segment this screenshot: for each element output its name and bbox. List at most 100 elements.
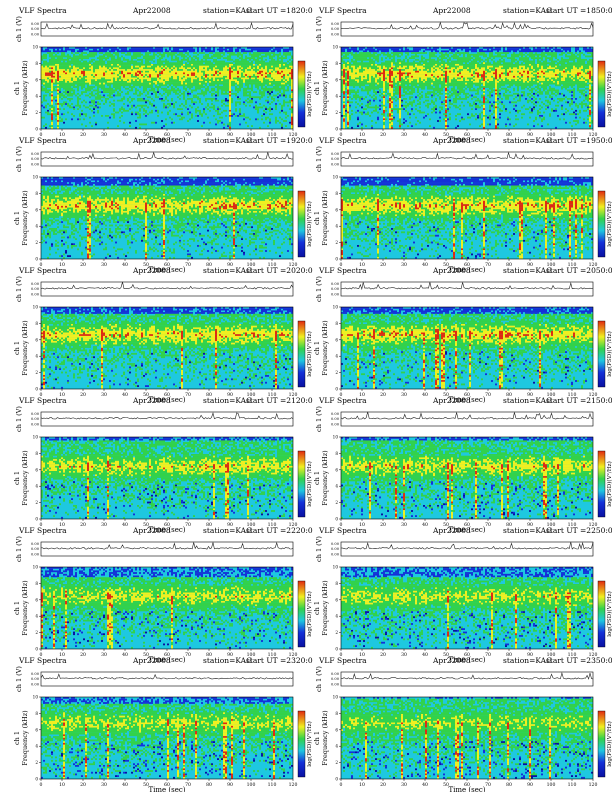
spectrogram-cell [115, 89, 117, 92]
spectrogram-cell [249, 118, 251, 121]
spectrogram-cell [259, 62, 261, 65]
spectrogram-cell [177, 48, 179, 51]
spectrogram-cell [59, 87, 61, 90]
spectrogram-cell [157, 91, 159, 93]
spectrogram-cell [271, 70, 273, 73]
spectrogram-cell [57, 96, 59, 99]
spectrogram-cell [113, 104, 115, 107]
spectrogram-cell [211, 81, 213, 83]
spectrogram-cell [285, 67, 287, 70]
spectrogram-cell [275, 84, 277, 87]
spectrogram-cell [163, 65, 165, 68]
spectrogram-cell [549, 48, 551, 51]
spectrogram-cell [469, 48, 471, 51]
spectrogram-cell [201, 89, 203, 92]
spectrogram-cell [191, 86, 193, 88]
spectrogram-cell [261, 106, 263, 109]
spectrogram-cell [357, 64, 359, 66]
spectrogram-cell [155, 69, 157, 71]
spectrogram-cell [163, 79, 165, 82]
spectrogram-cell [169, 75, 171, 78]
spectrogram-cell [175, 52, 177, 54]
spectrogram-cell [121, 65, 123, 68]
spectrogram-cell [215, 70, 217, 73]
spectrogram-cell [207, 64, 209, 66]
spectrogram-cell [83, 70, 85, 73]
spectrogram-cell [123, 96, 125, 99]
spectrogram-cell [469, 58, 471, 61]
spectrogram-cell [259, 126, 261, 129]
spectrogram-cell [267, 91, 269, 93]
spectrogram-cell [483, 67, 485, 70]
spectrogram-cell [425, 47, 427, 49]
spectrogram-cell [61, 79, 63, 82]
spectrogram-cell [511, 64, 513, 66]
x-tick-label: 60 [164, 132, 170, 138]
spectrogram-cell [573, 64, 575, 66]
spectrogram-cell [563, 65, 565, 68]
spectrogram-cell [57, 48, 59, 51]
spectrogram-cell [365, 67, 367, 70]
spectrogram-cell [473, 47, 475, 49]
spectrogram-cell [247, 125, 249, 127]
spectrogram-cell [271, 69, 273, 71]
spectrogram-cell [517, 67, 519, 70]
spectrogram-cell [493, 57, 495, 59]
spectrogram-cell [209, 106, 211, 109]
spectrogram-cell [439, 65, 441, 68]
y-tick-label: 0 [35, 127, 38, 132]
spectrogram-cell [139, 50, 141, 53]
spectrogram-cell [221, 82, 223, 85]
spectrogram-cell [221, 48, 223, 51]
spectrogram-cell [153, 65, 155, 68]
spectrogram-cell [167, 62, 169, 65]
spectrogram-cell [269, 47, 271, 49]
spectrogram-cell [73, 79, 75, 82]
spectrogram-cell [187, 113, 189, 116]
spectrogram-cell [577, 47, 579, 49]
spectrogram-cell [59, 55, 61, 58]
spectrogram-cell [263, 109, 265, 112]
spectrogram-cell [103, 47, 105, 49]
spectrogram-cell [527, 60, 529, 63]
spectrogram-cell [93, 79, 95, 82]
spectrogram-cell [433, 48, 435, 51]
spectrogram-cell [109, 101, 111, 104]
spectrogram-cell [119, 94, 121, 97]
spectrogram-cell [89, 64, 91, 66]
spectrogram-cell [73, 108, 75, 110]
spectrogram-cell [243, 101, 245, 104]
spectrogram-cell [87, 94, 89, 97]
spectrogram-cell [111, 103, 113, 105]
spectrogram-cell [161, 126, 163, 129]
spectrogram-cell [131, 75, 133, 78]
spectrogram-cell [95, 64, 97, 66]
spectrogram-cell [119, 109, 121, 112]
spectrogram-cell [367, 58, 369, 61]
spectrogram-cell [183, 92, 185, 95]
spectrogram-cell [369, 58, 371, 61]
spectrogram-cell [103, 70, 105, 73]
spectrogram-cell [93, 108, 95, 110]
spectrogram-cell [81, 53, 83, 56]
spectrogram-cell [61, 48, 63, 51]
spectrogram-cell [465, 47, 467, 49]
spectrogram-cell [237, 101, 239, 104]
spectrogram-cell [255, 104, 257, 107]
spectrogram-cell [107, 62, 109, 65]
spectrogram-cell [279, 79, 281, 82]
spectrogram-cell [347, 69, 349, 71]
spectrogram-cell [263, 48, 265, 51]
spectrogram-cell [489, 52, 491, 54]
spectrogram-cell [289, 70, 291, 73]
spectrogram-cell [523, 57, 525, 59]
spectrogram-cell [285, 57, 287, 59]
spectrogram-cell [59, 91, 61, 93]
spectrogram-cell [79, 64, 81, 66]
spectrogram-cell [67, 84, 69, 87]
spectrogram-cell [399, 69, 401, 71]
spectrogram-cell [433, 64, 435, 66]
spectrogram-cell [213, 115, 215, 117]
spectrogram-cell [359, 67, 361, 70]
spectrogram-cell [129, 108, 131, 110]
